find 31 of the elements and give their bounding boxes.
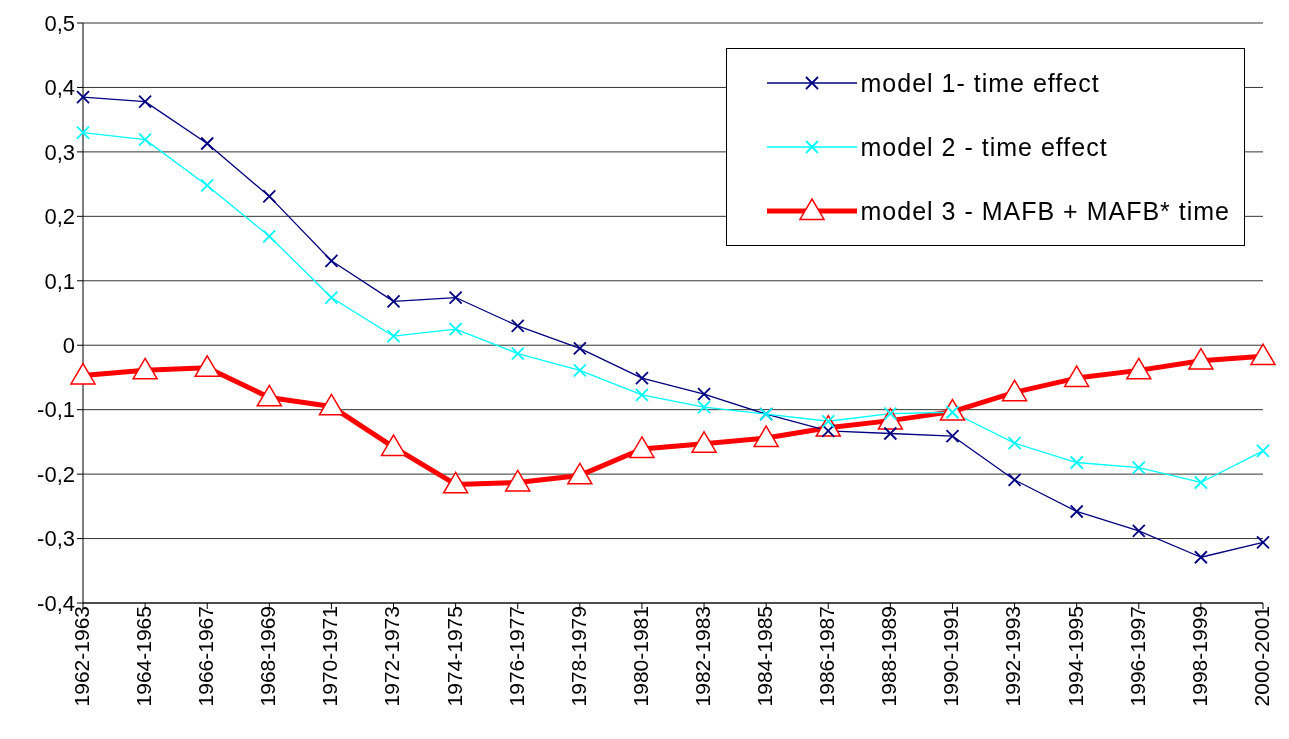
x-tick-label: 1982-1983 (690, 606, 714, 707)
x-tick-label: 1998-1999 (1187, 606, 1211, 707)
x-tick-label: 1996-1997 (1125, 606, 1149, 707)
x-tick-label: 1988-1989 (877, 606, 901, 707)
y-tick-label: 0,1 (44, 268, 75, 294)
x-tick-label: 1966-1967 (194, 606, 218, 707)
x-tick-label: 1974-1975 (442, 606, 466, 707)
x-tick-label: 1964-1965 (132, 606, 156, 707)
x-tick-label: 1986-1987 (815, 606, 839, 707)
x-tick-label: 1992-1993 (1001, 606, 1025, 707)
y-tick-label: 0 (62, 333, 75, 359)
x-tick-label: 1984-1985 (753, 606, 777, 707)
x-tick-label: 1980-1981 (628, 606, 652, 707)
x-tick-label: 1976-1977 (504, 606, 528, 707)
y-tick-label: 0,5 (44, 10, 75, 36)
x-tick-label: 1968-1969 (256, 606, 280, 707)
x-tick-label: 1990-1991 (939, 606, 963, 707)
y-tick-label: 0,2 (44, 204, 75, 230)
x-tick-label: 2000-2001 (1249, 606, 1273, 707)
x-tick-label: 1972-1973 (380, 606, 404, 707)
legend-label: model 3 - MAFB + MAFB* time (860, 196, 1230, 226)
x-tick-label: 1970-1971 (318, 606, 342, 707)
y-tick-label: 0,4 (44, 75, 75, 101)
y-tick-label: 0,3 (44, 139, 75, 165)
legend-label: model 2 - time effect (860, 132, 1108, 162)
x-tick-label: 1994-1995 (1063, 606, 1087, 707)
y-tick-label: -0,1 (37, 397, 75, 423)
legend-label: model 1- time effect (860, 68, 1100, 98)
y-tick-label: -0,2 (37, 461, 75, 487)
x-tick-label: 1978-1979 (566, 606, 590, 707)
y-tick-label: -0,3 (37, 526, 75, 552)
